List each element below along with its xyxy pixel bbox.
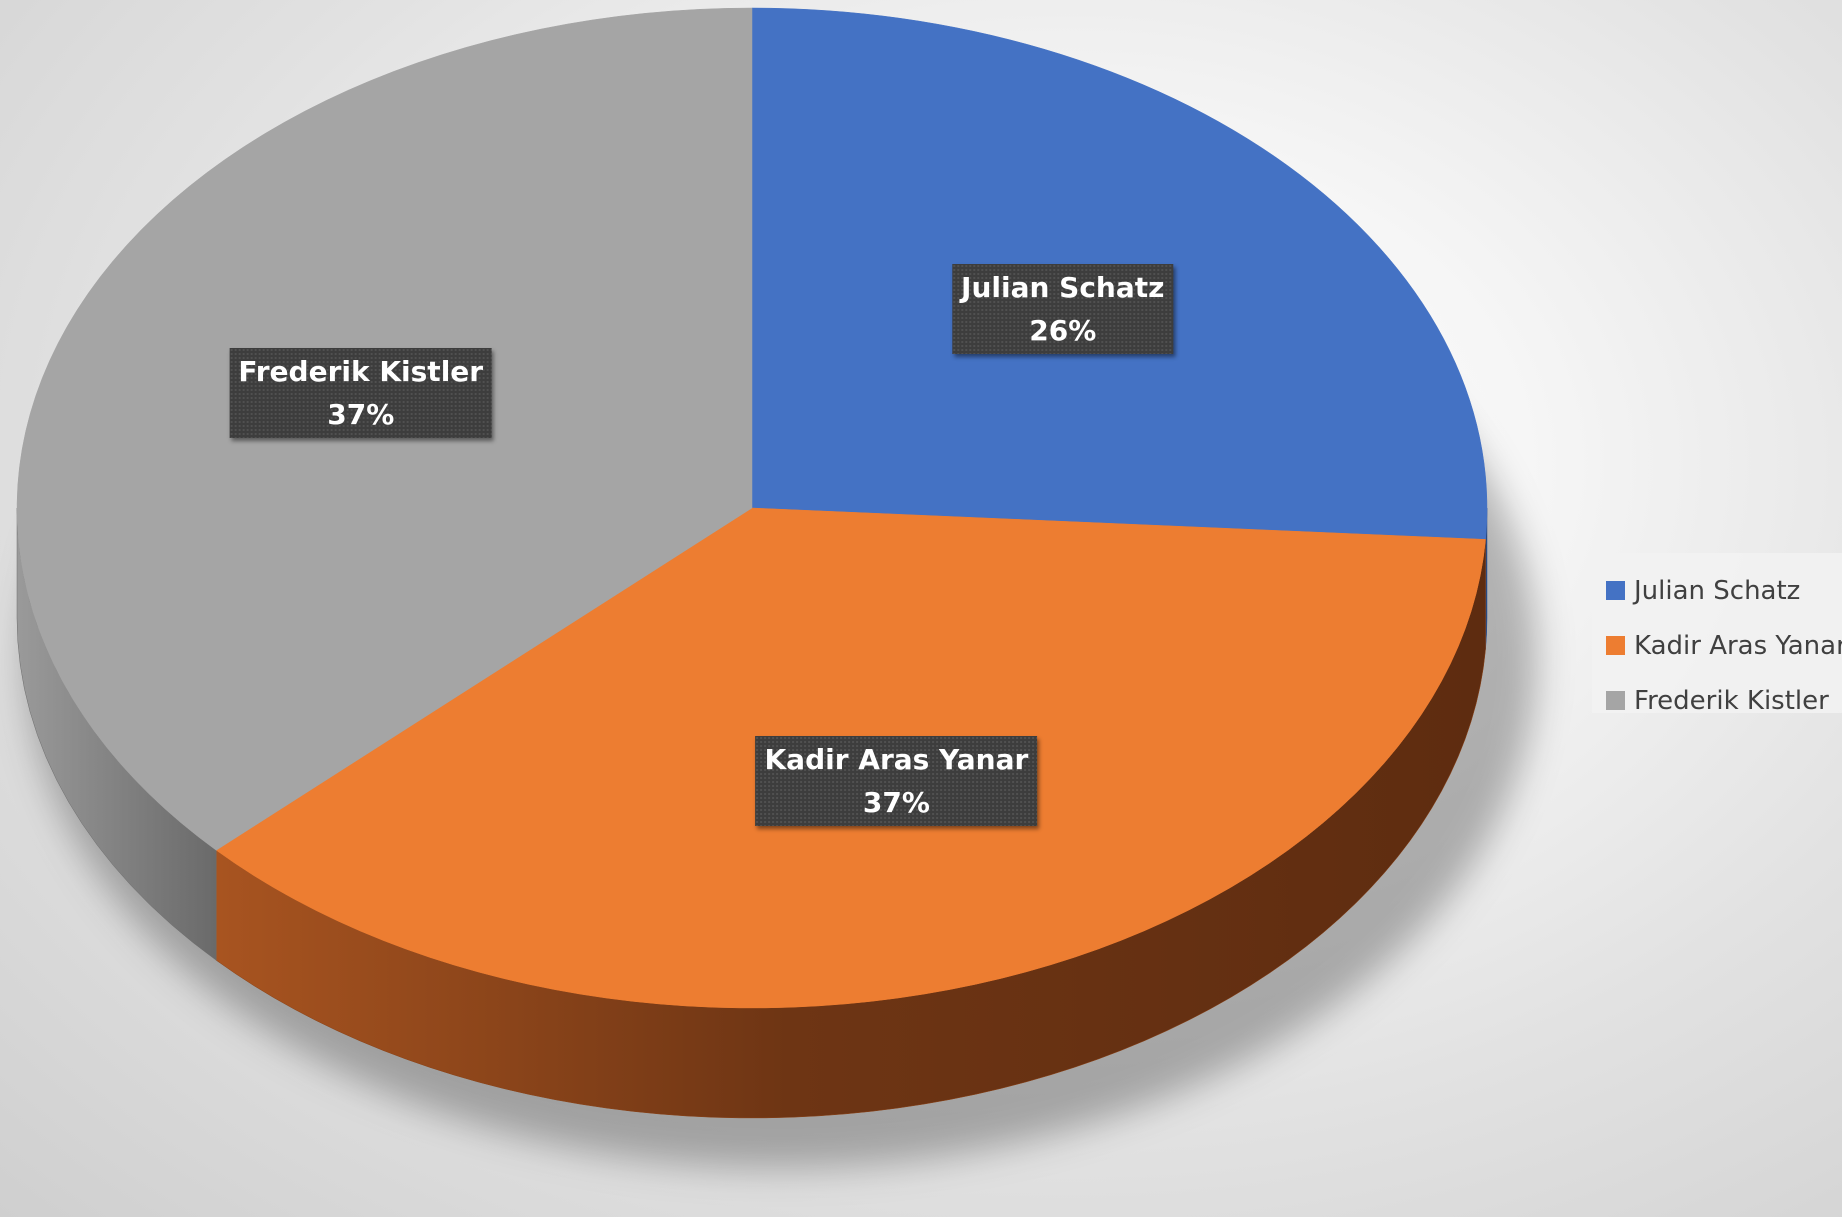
legend-item-frederik-kistler[interactable]: Frederik Kistler [1606,673,1842,728]
legend-swatch [1606,636,1625,655]
legend: Julian Schatz Kadir Aras Yanar Frederik … [1592,553,1842,716]
data-label-percent: 26% [1029,314,1097,348]
data-label-percent: 37% [862,785,930,819]
legend-label: Julian Schatz [1634,575,1801,606]
data-label-name: Kadir Aras Yanar [764,742,1029,776]
legend-item-julian-schatz[interactable]: Julian Schatz [1606,563,1842,618]
data-label-percent: 37% [327,397,395,431]
legend-swatch [1606,581,1625,600]
pie-top [16,7,1488,1009]
legend-label: Frederik Kistler [1634,685,1829,716]
legend-swatch [1606,691,1625,710]
data-label-julian-schatz: Julian Schatz 26% [952,264,1174,355]
data-label-kadir-aras-yanar: Kadir Aras Yanar 37% [755,735,1038,826]
legend-label: Kadir Aras Yanar [1634,630,1842,661]
data-label-name: Frederik Kistler [238,354,484,388]
data-label-name: Julian Schatz [961,271,1165,305]
legend-item-kadir-aras-yanar[interactable]: Kadir Aras Yanar [1606,618,1842,673]
data-label-frederik-kistler: Frederik Kistler 37% [229,347,493,438]
